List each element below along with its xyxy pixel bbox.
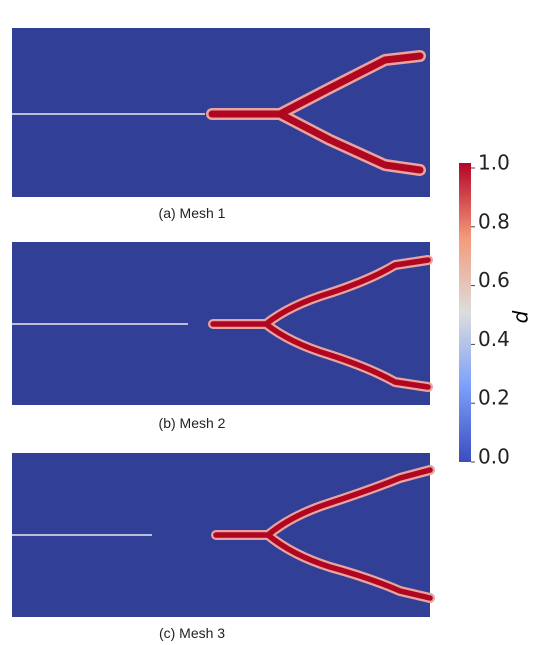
tick-label: 0.0 bbox=[478, 445, 510, 469]
tick-label: 0.4 bbox=[478, 327, 510, 351]
tick-label: 0.8 bbox=[478, 209, 510, 233]
crack bbox=[208, 52, 424, 174]
caption: (a) Mesh 1 bbox=[159, 205, 226, 221]
colorbar-gradient bbox=[459, 163, 471, 462]
tick-label: 1.0 bbox=[478, 151, 510, 175]
colorbar: d 0.0 0.2 0.4 0.6 0.8 1.0 bbox=[459, 151, 533, 469]
crack bbox=[210, 257, 431, 390]
panel: (c) Mesh 3 bbox=[12, 453, 435, 641]
colorbar-label: d bbox=[509, 310, 533, 323]
caption: (c) Mesh 3 bbox=[159, 625, 225, 641]
tick-label: 0.2 bbox=[478, 386, 510, 410]
caption: (b) Mesh 2 bbox=[159, 415, 226, 431]
tick-label: 0.6 bbox=[478, 268, 510, 292]
crack bbox=[213, 467, 433, 601]
panel: (b) Mesh 2 bbox=[12, 242, 433, 431]
panel: (a) Mesh 1 bbox=[12, 28, 430, 221]
